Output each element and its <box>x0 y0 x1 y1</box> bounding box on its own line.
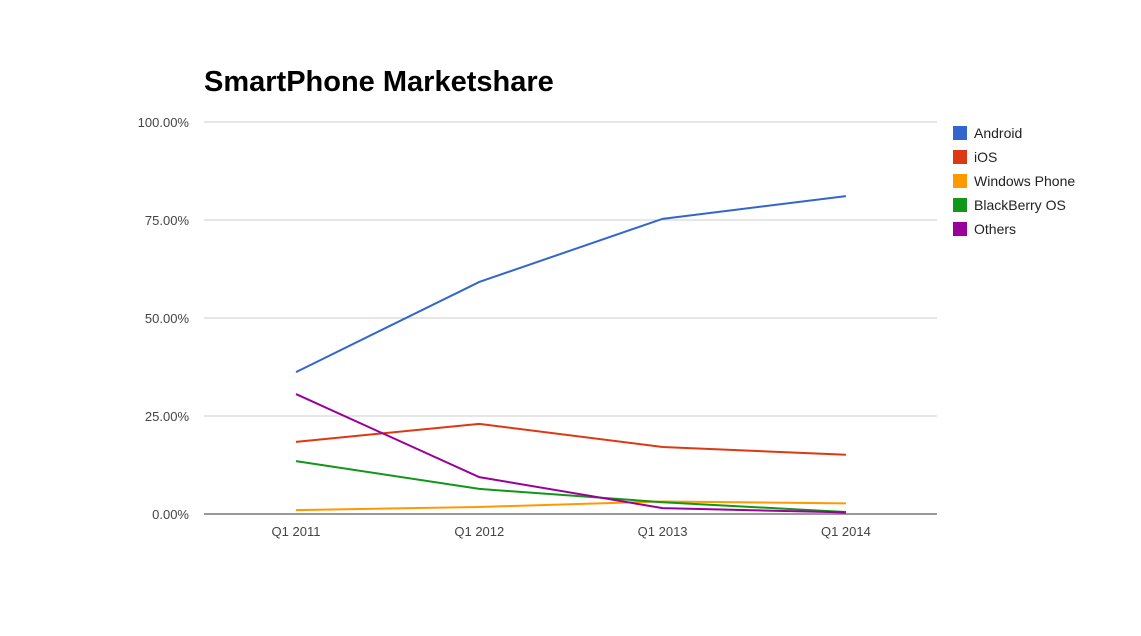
x-tick-label: Q1 2014 <box>821 524 871 539</box>
legend-item: Others <box>953 217 1075 241</box>
series-line-blackberry-os <box>295 460 846 514</box>
series-line-ios <box>295 422 846 456</box>
y-tick-label: 0.00% <box>152 507 189 522</box>
legend-label: Windows Phone <box>974 173 1076 189</box>
x-tick-label: Q1 2013 <box>638 524 688 539</box>
y-tick-label: 50.00% <box>145 311 190 326</box>
chart-title: SmartPhone Marketshare <box>204 66 554 98</box>
legend-label: Android <box>974 125 1023 141</box>
series-line-android <box>295 195 847 373</box>
y-tick-label: 100.00% <box>138 115 190 130</box>
legend-label: BlackBerry OS <box>974 197 1066 213</box>
series-line-others <box>295 393 846 514</box>
legend-item: BlackBerry OS <box>953 193 1075 217</box>
y-tick-label: 25.00% <box>145 409 190 424</box>
legend: Android iOS Windows Phone BlackBerry OS Othe… <box>953 121 1075 241</box>
legend-swatch <box>953 126 967 140</box>
legend-label: Others <box>974 221 1017 237</box>
x-tick-label: Q1 2011 <box>272 524 321 539</box>
series-line-windows-phone <box>295 500 846 512</box>
legend-swatch <box>953 174 967 188</box>
legend-swatch <box>953 198 967 212</box>
legend-item: Windows Phone <box>953 169 1075 193</box>
y-tick-label: 75.00% <box>145 213 190 228</box>
legend-item: Android <box>953 121 1075 145</box>
legend-swatch <box>953 150 967 164</box>
legend-swatch <box>953 222 967 236</box>
legend-label: iOS <box>974 149 998 165</box>
legend-item: iOS <box>953 145 1075 169</box>
x-tick-label: Q1 2012 <box>454 524 504 539</box>
